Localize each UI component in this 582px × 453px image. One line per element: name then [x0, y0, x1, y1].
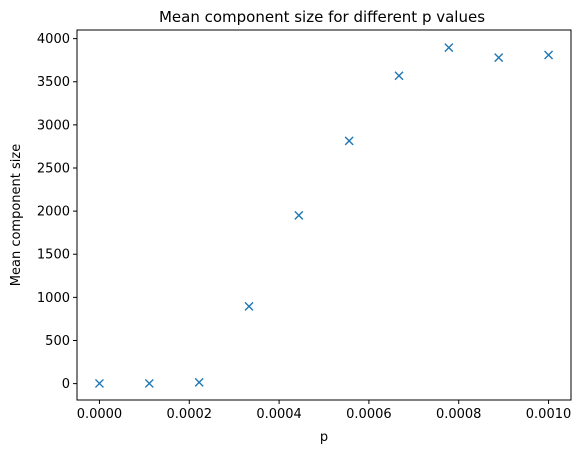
y-tick-label: 0 — [62, 377, 70, 392]
data-point-marker — [144, 378, 154, 388]
data-point-marker — [444, 43, 454, 53]
data-point-marker — [544, 50, 554, 60]
data-point-marker — [194, 377, 204, 387]
data-series — [94, 43, 554, 388]
data-point-marker — [94, 378, 104, 388]
x-tick-label: 0.0002 — [167, 407, 213, 422]
y-tick-label: 1500 — [37, 248, 70, 263]
x-axis-label: p — [320, 430, 328, 445]
plot-area — [76, 29, 572, 401]
x-axis: 0.0000 0.0002 0.0004 0.0006 0.0008 0.0010 — [77, 400, 572, 422]
data-point-marker — [244, 301, 254, 311]
data-point-marker — [394, 71, 404, 81]
y-tick-label: 3000 — [37, 118, 70, 133]
x-tick-label: 0.0004 — [256, 407, 302, 422]
y-axis-label: Mean component size — [9, 144, 24, 286]
y-tick-label: 1000 — [37, 291, 70, 306]
y-tick-label: 2000 — [37, 205, 70, 220]
data-point-marker — [344, 136, 354, 146]
y-axis: 0 500 1000 1500 2000 2500 3000 3500 4000 — [37, 32, 77, 392]
data-point-marker — [494, 53, 504, 63]
x-tick-label: 0.0010 — [526, 407, 572, 422]
x-tick-label: 0.0008 — [436, 407, 482, 422]
y-tick-label: 2500 — [37, 161, 70, 176]
y-tick-label: 3500 — [37, 75, 70, 90]
y-tick-label: 500 — [45, 334, 70, 349]
x-tick-label: 0.0000 — [77, 407, 123, 422]
y-tick-label: 4000 — [37, 32, 70, 47]
chart-title: Mean component size for different p valu… — [159, 8, 485, 26]
data-point-marker — [294, 210, 304, 220]
x-tick-label: 0.0006 — [346, 407, 392, 422]
